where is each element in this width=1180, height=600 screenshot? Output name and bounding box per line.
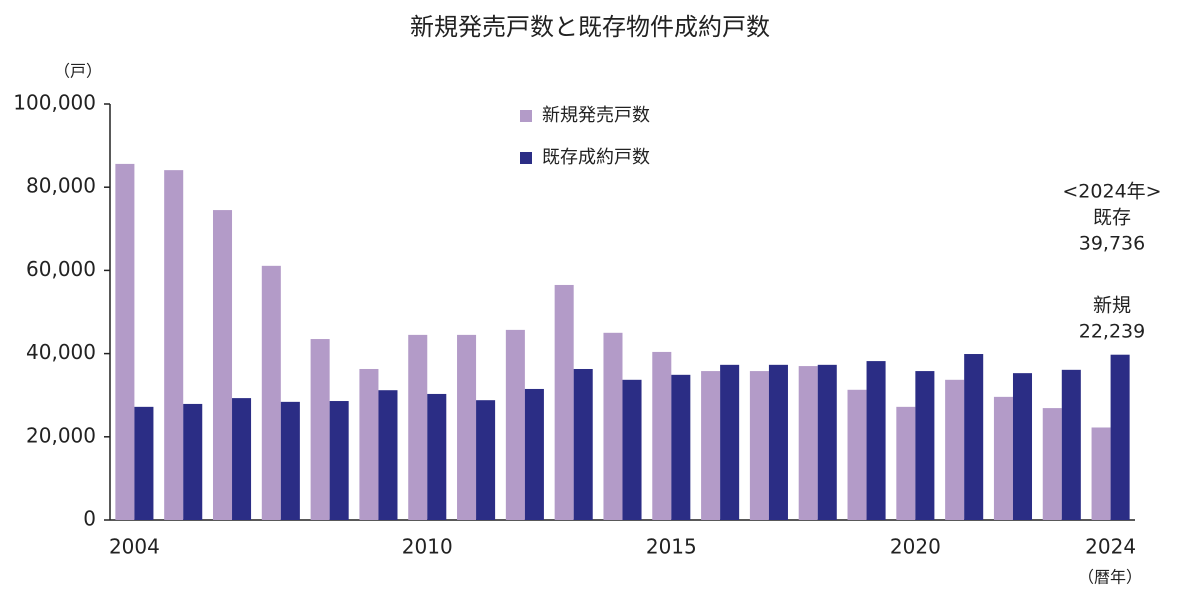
bar bbox=[280, 401, 300, 520]
bar bbox=[1012, 373, 1033, 520]
bar bbox=[1042, 408, 1062, 520]
bar bbox=[768, 364, 788, 520]
bar bbox=[359, 368, 379, 520]
bar bbox=[945, 379, 965, 520]
bar bbox=[476, 400, 496, 520]
legend-swatch bbox=[520, 152, 532, 164]
y-tick-label: 0 bbox=[83, 507, 96, 531]
legend-label: 既存成約戸数 bbox=[542, 147, 650, 168]
annotation: 新規 bbox=[1093, 295, 1131, 317]
legend-swatch bbox=[520, 110, 532, 122]
bar bbox=[134, 406, 154, 520]
bar bbox=[671, 374, 691, 520]
bar bbox=[505, 329, 525, 520]
bar bbox=[701, 371, 721, 520]
bar bbox=[915, 371, 935, 520]
x-tick-label: 2020 bbox=[890, 535, 941, 559]
y-tick-label: 100,000 bbox=[13, 91, 96, 115]
y-tick-label: 20,000 bbox=[26, 423, 96, 447]
bar bbox=[232, 398, 252, 520]
bar bbox=[622, 379, 642, 520]
bar bbox=[554, 284, 574, 520]
bar bbox=[378, 390, 398, 520]
y-tick-label: 60,000 bbox=[26, 257, 96, 281]
bar bbox=[603, 332, 623, 520]
bar bbox=[866, 361, 886, 520]
chart-title: 新規発売戸数と既存物件成約戸数 bbox=[410, 13, 770, 41]
bar bbox=[310, 339, 330, 520]
bar bbox=[164, 170, 184, 521]
annotation: <2024年> bbox=[1062, 181, 1161, 203]
x-tick-label: 2004 bbox=[109, 535, 160, 559]
bar bbox=[798, 366, 818, 520]
annotation: 既存 bbox=[1093, 207, 1131, 229]
bar bbox=[720, 364, 740, 520]
bar bbox=[896, 406, 916, 520]
bar bbox=[1091, 427, 1111, 520]
legend-label: 新規発売戸数 bbox=[542, 105, 650, 126]
bar bbox=[993, 396, 1013, 520]
bar bbox=[964, 354, 984, 520]
bar bbox=[524, 388, 544, 520]
annotation: 22,239 bbox=[1079, 321, 1145, 343]
bar bbox=[652, 351, 672, 520]
bar bbox=[261, 265, 281, 520]
annotation: 39,736 bbox=[1079, 233, 1145, 255]
y-tick-label: 40,000 bbox=[26, 340, 96, 364]
bar bbox=[212, 210, 233, 520]
bar bbox=[329, 401, 349, 520]
bar bbox=[1061, 369, 1081, 520]
y-tick-label: 80,000 bbox=[26, 174, 96, 198]
bar bbox=[847, 389, 867, 520]
x-tick-label: 2024 bbox=[1085, 535, 1136, 559]
y-axis-label: （戸） bbox=[54, 62, 102, 81]
bar bbox=[427, 393, 447, 520]
bar bbox=[817, 364, 837, 520]
bar bbox=[408, 334, 428, 520]
bar bbox=[573, 368, 593, 520]
bar bbox=[457, 334, 477, 520]
bar bbox=[1110, 354, 1130, 520]
bar bbox=[183, 403, 203, 520]
x-axis-label: （暦年） bbox=[1078, 568, 1142, 587]
x-tick-label: 2015 bbox=[646, 535, 697, 559]
bar bbox=[749, 371, 769, 520]
bar bbox=[115, 163, 135, 521]
x-tick-label: 2010 bbox=[402, 535, 453, 559]
